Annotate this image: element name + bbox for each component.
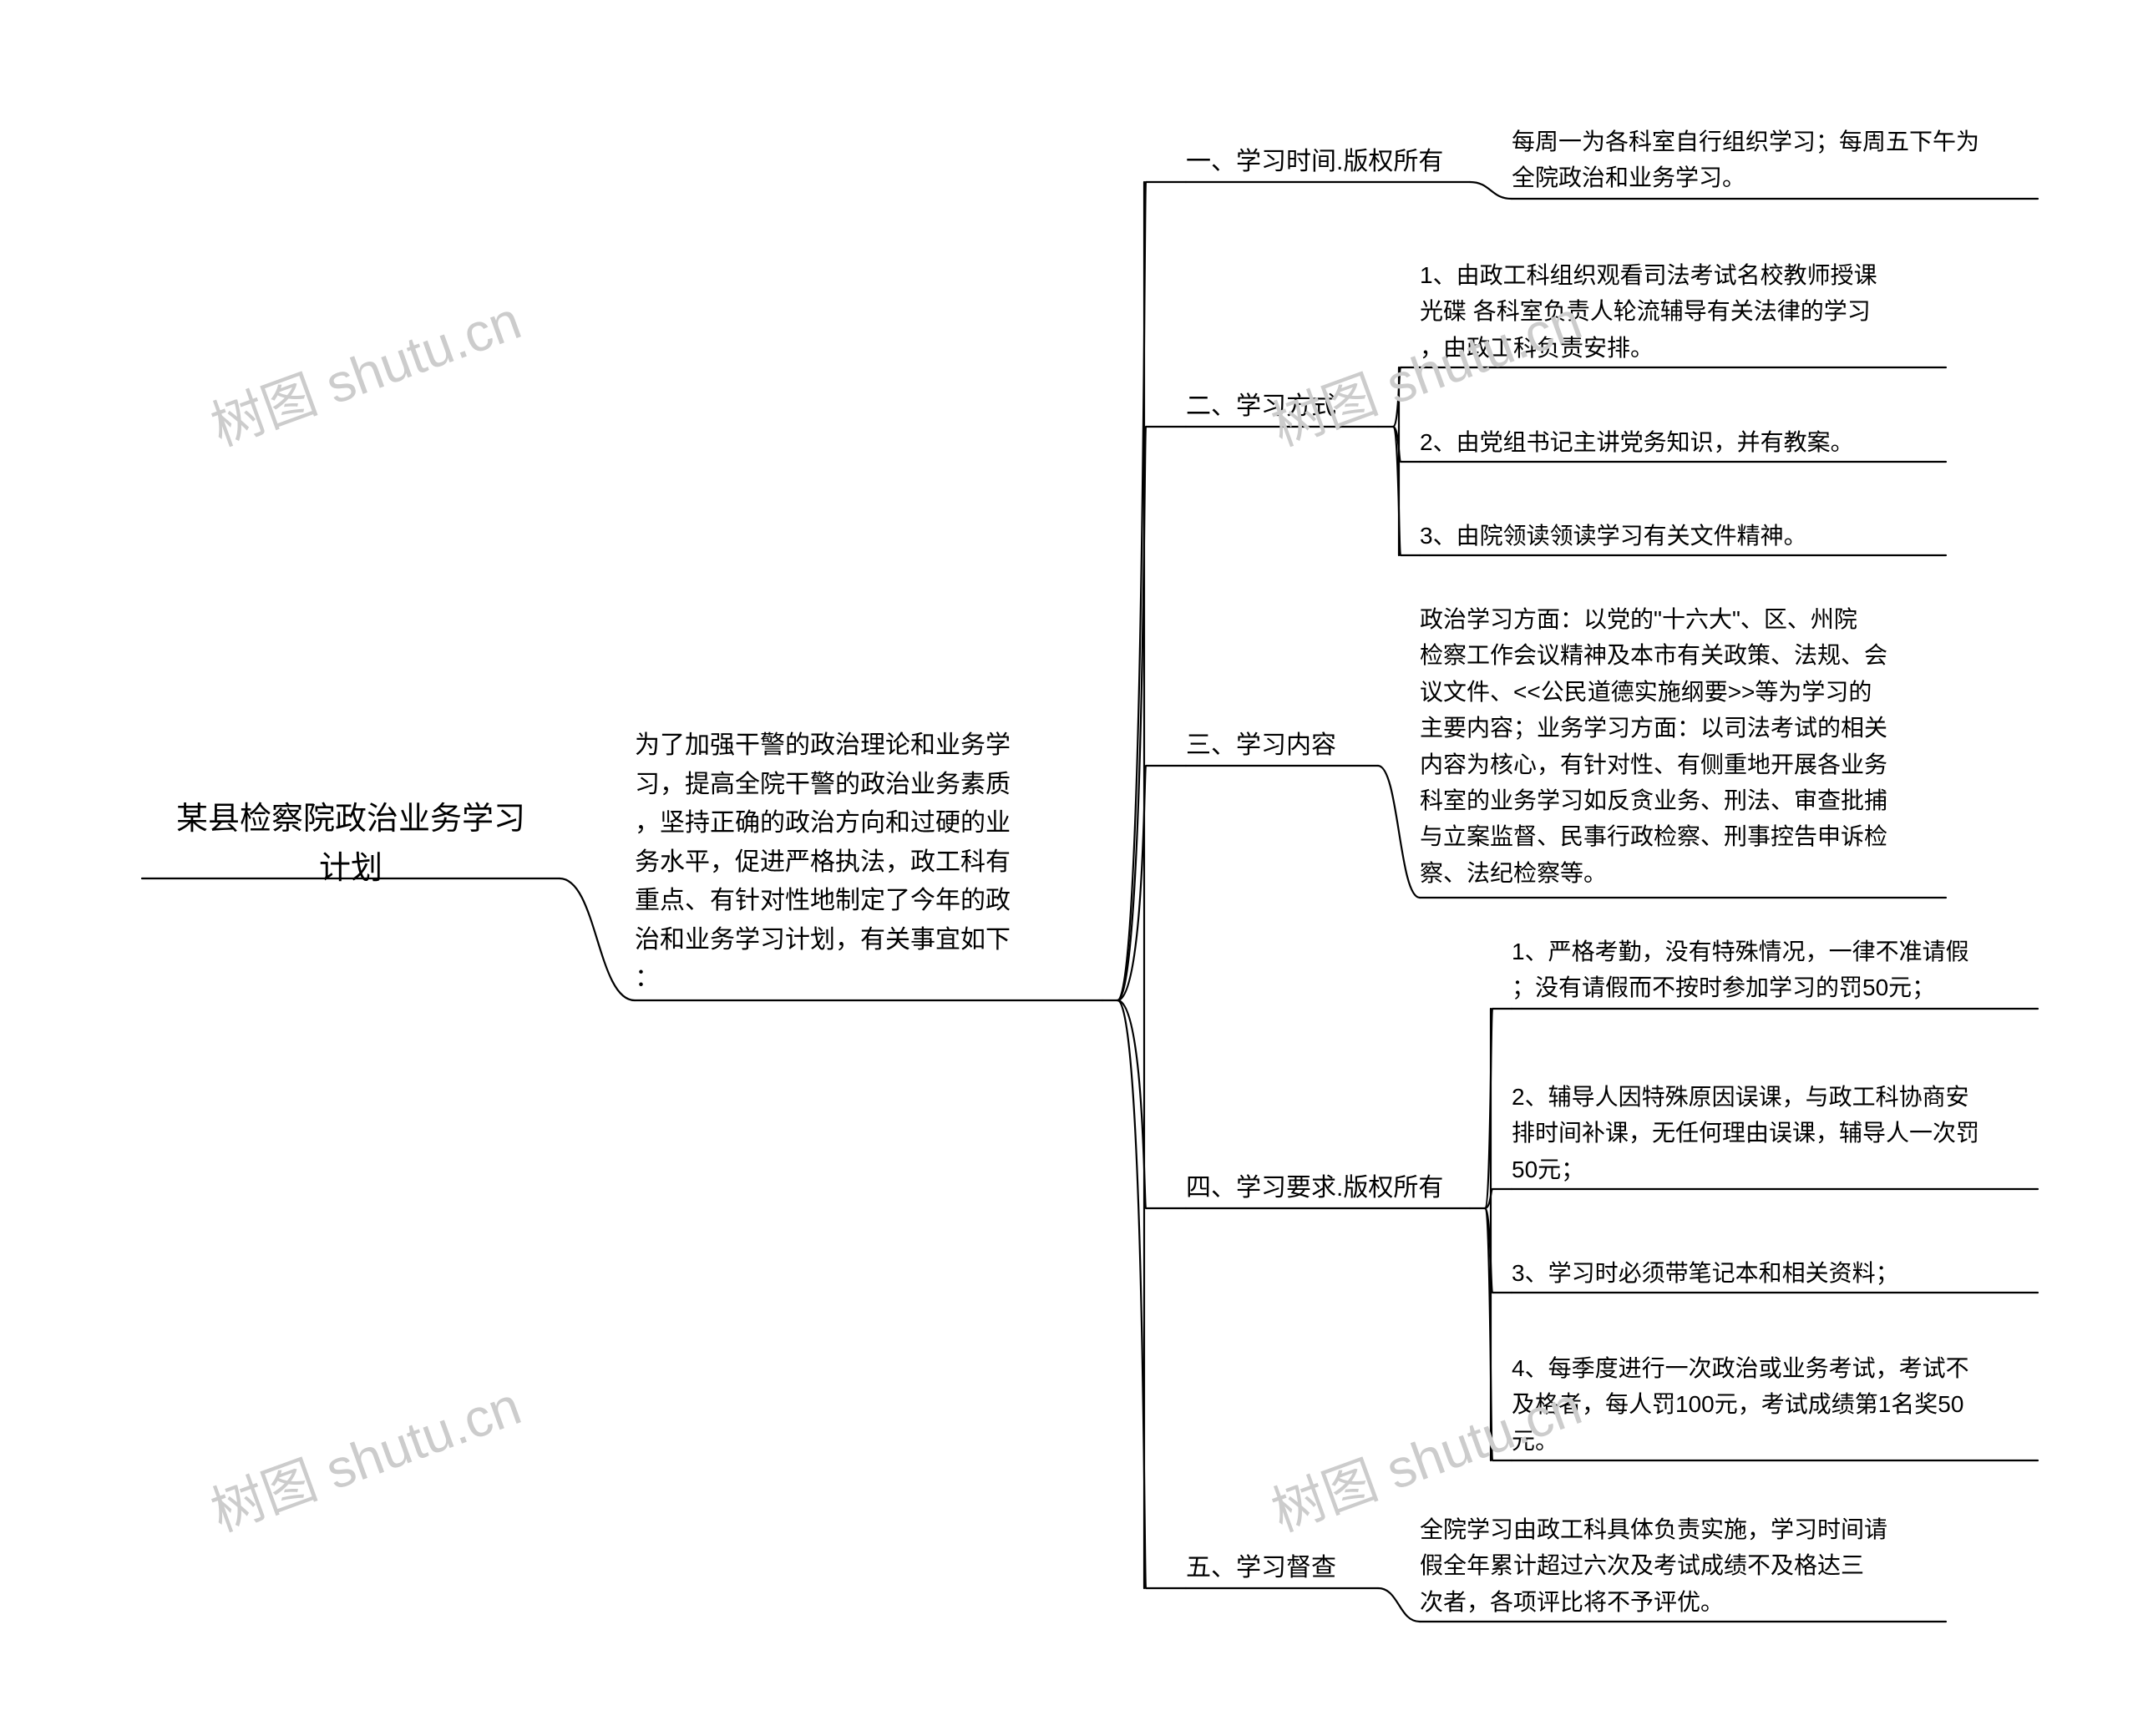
watermark: 树图 shutu.cn	[200, 278, 530, 461]
node-s4c3: 3、学习时必须带笔记本和相关资料；	[1512, 1255, 2038, 1291]
node-s3: 三、学习内容	[1186, 726, 1378, 766]
node-s2c1: 1、由政工科组织观看司法考试名校教师授课 光碟 各科室负责人轮流辅导有关法律的学…	[1420, 257, 1946, 366]
node-s4: 四、学习要求.版权所有	[1186, 1169, 1470, 1208]
node-s4c1: 1、严格考勤，没有特殊情况，一律不准请假 ；没有请假而不按时参加学习的罚50元；	[1512, 934, 2038, 1006]
node-s5: 五、学习督查	[1186, 1549, 1378, 1588]
node-s2c3: 3、由院领读领读学习有关文件精神。	[1420, 518, 1946, 554]
node-s1: 一、学习时间.版权所有	[1186, 143, 1470, 182]
node-s4c2: 2、辅导人因特殊原因误课，与政工科协商安 排时间补课，无任何理由误课，辅导人一次…	[1512, 1079, 2038, 1187]
node-s4c4: 4、每季度进行一次政治或业务考试，考试不 及格者，每人罚100元，考试成绩第1名…	[1512, 1350, 2038, 1459]
node-intro: 为了加强干警的政治理论和业务学 习，提高全院干警的政治业务素质 ，坚持正确的政治…	[635, 726, 1102, 999]
node-root: 某县检察院政治业务学习 计划	[142, 795, 560, 893]
node-s2: 二、学习方式	[1186, 387, 1378, 427]
node-s5c1: 全院学习由政工科具体负责实施，学习时间请 假全年累计超过六次及考试成绩不及格达三…	[1420, 1511, 1946, 1620]
watermark: 树图 shutu.cn	[200, 1364, 530, 1546]
node-s1c1: 每周一为各科室自行组织学习；每周五下午为 全院政治和业务学习。	[1512, 124, 2038, 196]
node-s2c2: 2、由党组书记主讲党务知识，并有教案。	[1420, 424, 1946, 460]
node-s3c1: 政治学习方面：以党的"十六大"、区、州院 检察工作会议精神及本市有关政策、法规、…	[1420, 601, 1946, 891]
